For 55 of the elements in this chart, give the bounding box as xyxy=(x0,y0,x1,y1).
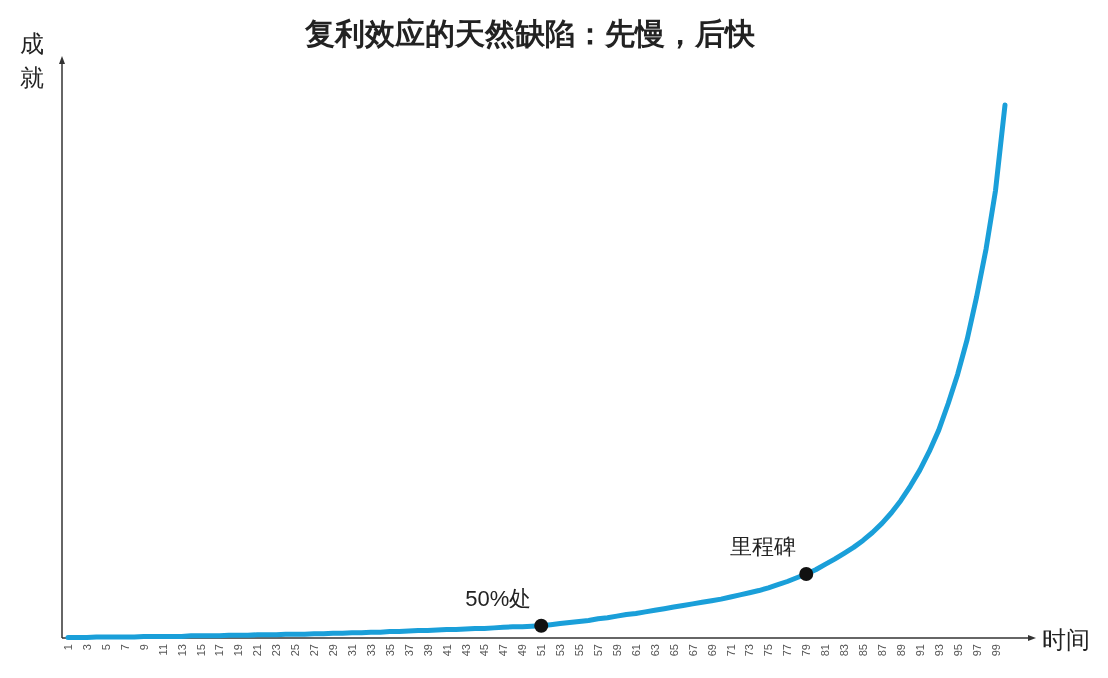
x-tick-label: 39 xyxy=(421,644,434,657)
x-tick-label: 35 xyxy=(383,644,396,657)
x-tick-label: 69 xyxy=(705,644,718,657)
x-tick-label: 51 xyxy=(535,644,548,657)
x-tick-label: 3 xyxy=(80,644,93,651)
annotation: 50%处 xyxy=(465,585,532,611)
x-tick-label: 45 xyxy=(478,644,491,657)
x-tick-label: 53 xyxy=(554,644,567,657)
x-tick-label: 83 xyxy=(838,644,851,657)
x-tick-label: 57 xyxy=(592,644,605,657)
x-tick-label: 27 xyxy=(308,644,321,657)
x-tick-label: 81 xyxy=(819,644,832,657)
x-tick-label: 67 xyxy=(686,644,699,657)
y-axis-title: 成就 xyxy=(20,30,44,91)
x-tick-label: 85 xyxy=(857,644,870,657)
x-tick-label: 97 xyxy=(970,644,983,657)
x-tick-label: 29 xyxy=(327,644,340,657)
x-tick-label: 15 xyxy=(194,644,207,657)
x-tick-label: 63 xyxy=(648,644,661,657)
x-tick-label: 55 xyxy=(573,644,586,657)
x-axis-title: 时间 xyxy=(1042,626,1090,653)
x-tick-label: 5 xyxy=(99,644,112,651)
x-tick-label: 93 xyxy=(932,644,945,657)
x-tick-label: 49 xyxy=(516,644,529,657)
x-tick-label: 7 xyxy=(118,644,131,651)
x-tick-label: 41 xyxy=(440,644,453,657)
x-tick-label: 43 xyxy=(459,644,472,657)
x-tick-label: 87 xyxy=(875,644,888,657)
x-tick-label: 91 xyxy=(913,644,926,657)
x-tick-label: 47 xyxy=(497,644,510,657)
x-tick-label: 31 xyxy=(345,644,358,657)
x-tick-label: 99 xyxy=(989,644,1002,657)
x-tick-label: 37 xyxy=(402,644,415,657)
x-tick-label: 79 xyxy=(800,644,813,657)
x-tick-label: 21 xyxy=(251,644,264,657)
x-tick-label: 17 xyxy=(213,644,226,657)
x-tick-label: 95 xyxy=(951,644,964,657)
x-tick-label: 23 xyxy=(270,644,283,657)
x-tick-label: 9 xyxy=(137,644,150,651)
x-tick-label: 73 xyxy=(743,644,756,657)
x-tick-label: 77 xyxy=(781,644,794,657)
x-tick-label: 75 xyxy=(762,644,775,657)
x-tick-label: 61 xyxy=(629,644,642,657)
x-tick-label: 33 xyxy=(364,644,377,657)
chart-title: 复利效应的天然缺陷：先慢，后快 xyxy=(304,17,756,50)
x-tick-label: 71 xyxy=(724,644,737,657)
x-tick-label: 19 xyxy=(232,644,245,657)
x-tick-label: 11 xyxy=(156,644,169,656)
annotation: 里程碑 xyxy=(730,534,797,560)
x-tick-label: 65 xyxy=(667,644,680,657)
x-tick-label: 25 xyxy=(289,644,302,657)
x-tick-label: 1 xyxy=(62,644,74,651)
x-tick-label: 89 xyxy=(894,644,907,657)
x-tick-label: 13 xyxy=(175,644,188,657)
x-tick-label: 59 xyxy=(610,644,623,657)
